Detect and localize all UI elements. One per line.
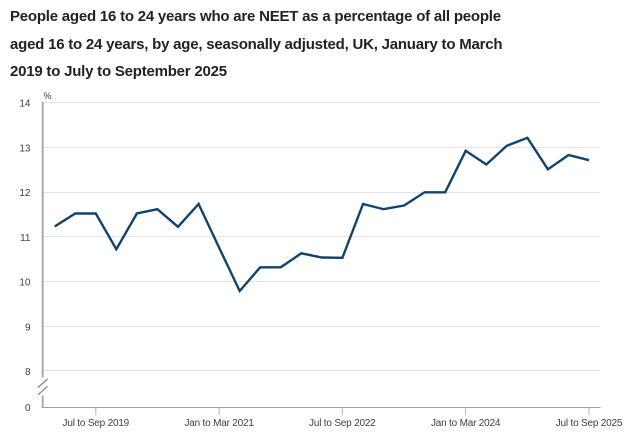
svg-text:%: % [44,91,52,101]
svg-text:9: 9 [25,322,31,333]
svg-text:13: 13 [19,143,31,154]
svg-text:8: 8 [25,367,31,378]
svg-text:14: 14 [19,99,31,110]
svg-text:Jan to Mar 2024: Jan to Mar 2024 [431,418,501,429]
svg-text:12: 12 [19,188,31,199]
svg-text:Jul to Sep 2025: Jul to Sep 2025 [556,418,623,429]
svg-text:Jul to Sep 2022: Jul to Sep 2022 [309,418,376,429]
svg-text:Jul to Sep 2019: Jul to Sep 2019 [63,418,130,429]
svg-text:10: 10 [19,278,31,289]
svg-text:11: 11 [20,233,31,244]
svg-text:Jan to Mar 2021: Jan to Mar 2021 [184,418,254,429]
svg-text:0: 0 [25,403,31,414]
